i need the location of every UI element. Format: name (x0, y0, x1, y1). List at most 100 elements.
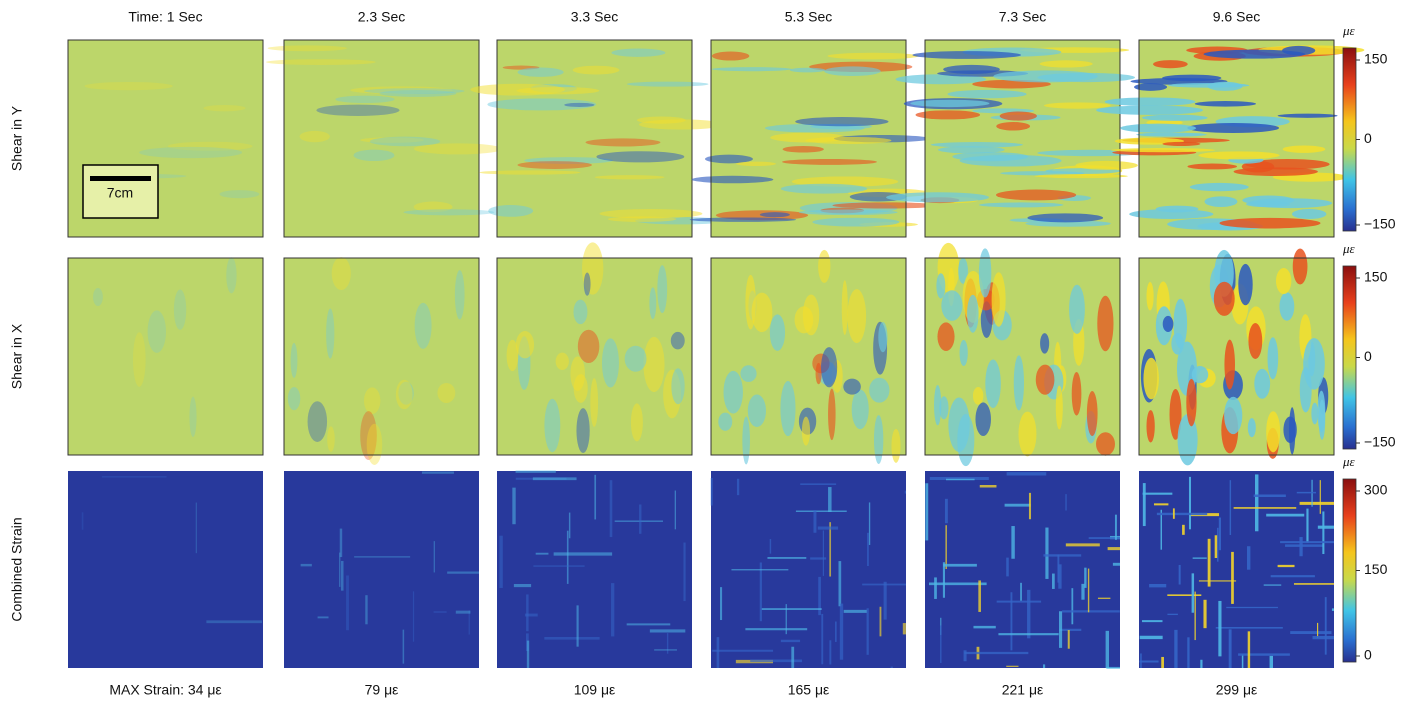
strain-feature (1120, 123, 1197, 133)
strain-feature (454, 270, 465, 320)
strain-feature (1055, 385, 1063, 430)
strain-map (470, 39, 727, 238)
strain-feature (1104, 97, 1196, 106)
map-background (1139, 471, 1334, 668)
strain-feature (745, 274, 756, 330)
strain-feature (1086, 390, 1098, 437)
map-frame (710, 39, 907, 238)
colorbar-tick-label: 150 (1364, 51, 1388, 67)
strain-map (1096, 39, 1365, 238)
strain-feature (290, 342, 298, 379)
scale-bar-box (82, 164, 159, 219)
scale-bar (90, 176, 151, 181)
strain-feature (740, 365, 757, 382)
strain-feature (959, 339, 968, 367)
strain-feature (915, 110, 981, 120)
strain-feature (957, 413, 975, 467)
map-background (925, 471, 1120, 668)
strain-feature (691, 175, 774, 184)
strain-feature (379, 90, 457, 97)
strain-feature (718, 412, 733, 431)
strain-feature (1162, 315, 1174, 333)
strain-feature (326, 308, 335, 359)
map-frame (1138, 39, 1335, 238)
strain-feature (649, 287, 657, 320)
strain-feature (524, 157, 613, 164)
strain-feature (573, 299, 588, 325)
strain-map (710, 471, 906, 668)
strain-feature (751, 292, 773, 333)
colorbar-unit: με (1342, 23, 1356, 38)
strain-feature (363, 387, 381, 414)
map-frame (924, 39, 1121, 238)
strain-feature (671, 368, 685, 405)
strain-feature (782, 145, 824, 153)
column-header: 7.3 Sec (999, 9, 1046, 25)
strain-feature (798, 209, 898, 216)
strain-feature (1203, 49, 1306, 59)
strain-feature (869, 377, 890, 403)
strain-feature (1187, 122, 1279, 133)
strain-feature (638, 119, 723, 130)
strain-feature (827, 52, 919, 60)
strain-feature (1191, 366, 1209, 384)
column-header: 9.6 Sec (1213, 9, 1260, 25)
strain-feature (1129, 209, 1214, 219)
strain-feature (1039, 60, 1093, 68)
strain-feature (941, 290, 963, 321)
strain-feature (502, 65, 540, 70)
strain-feature (795, 116, 889, 127)
strain-feature (573, 374, 588, 403)
map-frame (924, 257, 1121, 456)
strain-feature (1248, 198, 1333, 209)
strain-feature (1224, 339, 1235, 390)
strain-feature (723, 370, 743, 414)
strain-feature (1027, 213, 1104, 223)
strain-feature (353, 149, 395, 162)
strain-feature (841, 280, 848, 335)
strain-feature (413, 201, 453, 213)
colorbar-unit: με (1342, 454, 1356, 469)
strain-feature (516, 86, 600, 95)
row-label: Combined Strain (9, 517, 25, 621)
strain-feature (1238, 263, 1253, 306)
strain-feature (947, 89, 1027, 99)
strain-feature (167, 141, 253, 151)
strain-feature (1277, 113, 1338, 118)
strain-feature (299, 130, 330, 143)
max-strain-label: MAX Strain: 34 με (109, 682, 221, 698)
max-strain-label: 221 με (1002, 682, 1044, 698)
strain-feature (1189, 182, 1249, 192)
strain-feature (742, 416, 750, 465)
strain-feature (1282, 145, 1326, 153)
strain-feature (624, 345, 647, 372)
strain-feature (959, 154, 1062, 167)
strain-feature (1018, 411, 1037, 457)
strain-feature (611, 48, 666, 57)
strain-feature (266, 59, 376, 65)
strain-feature (663, 369, 681, 419)
strain-map (497, 470, 692, 668)
strain-feature (316, 104, 400, 116)
strain-feature (711, 51, 750, 61)
strain-feature (267, 45, 347, 52)
strain-feature (1245, 159, 1330, 170)
colorbar-tick-label: 0 (1364, 647, 1372, 663)
strain-feature (780, 380, 796, 437)
strain-feature (1043, 102, 1111, 109)
scale-bar-label: 7cm (107, 185, 133, 201)
colorbar-tick-label: −150 (1364, 216, 1396, 232)
strain-feature (219, 190, 260, 199)
strain-feature (1035, 364, 1055, 395)
strain-feature (577, 329, 600, 364)
strain-feature (747, 394, 766, 427)
strain-feature (414, 302, 432, 349)
strain-feature (958, 257, 968, 284)
map-frame (283, 257, 480, 456)
strain-feature (999, 111, 1037, 121)
colorbar-tick-label: −150 (1364, 434, 1396, 450)
strain-feature (360, 411, 377, 460)
strain-feature (331, 257, 351, 290)
strain-feature (530, 84, 577, 93)
